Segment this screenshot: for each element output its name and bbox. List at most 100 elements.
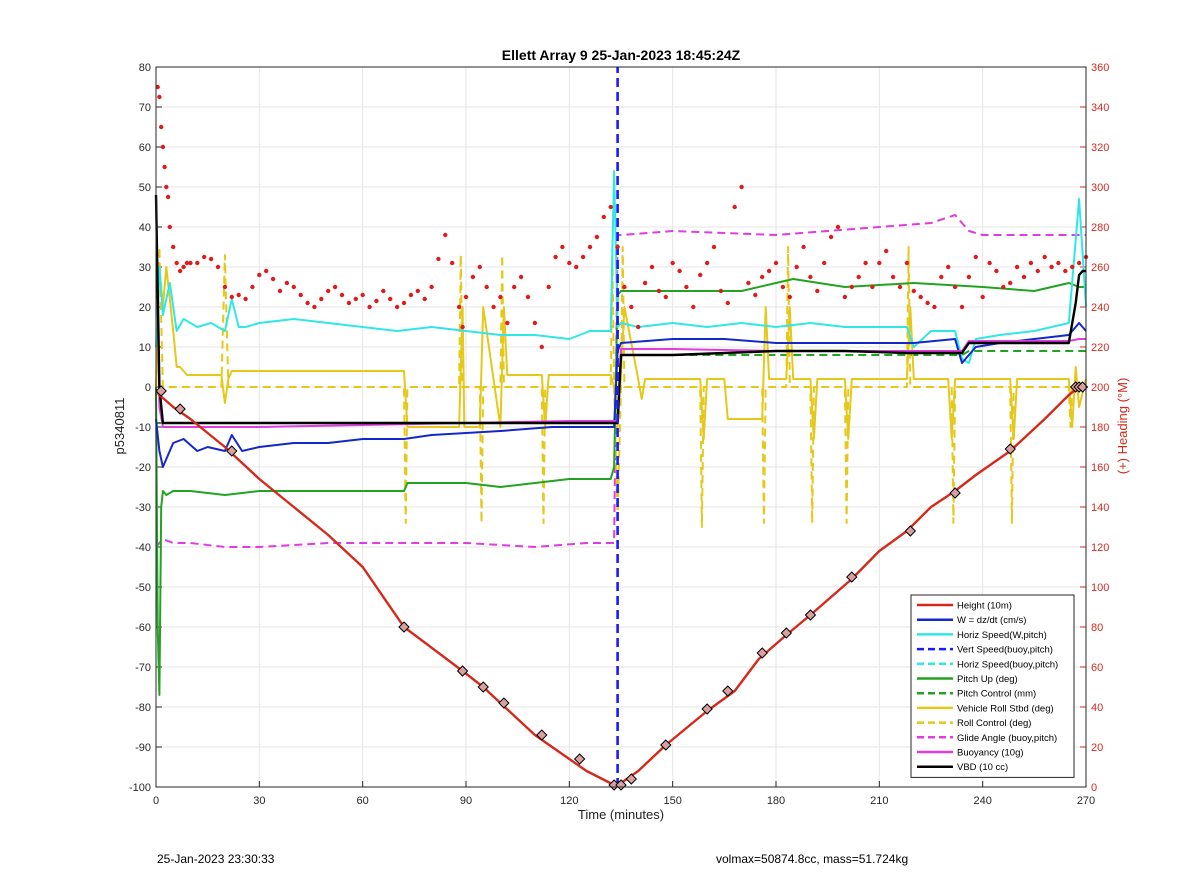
y-tick-label: -100 bbox=[129, 782, 151, 794]
heading-point bbox=[732, 204, 737, 210]
heading-point bbox=[746, 280, 751, 286]
legend-label: Roll Control (deg) bbox=[957, 718, 1031, 729]
heading-point bbox=[498, 294, 503, 300]
dive-marker bbox=[456, 665, 469, 677]
heading-point bbox=[787, 294, 792, 300]
heading-point bbox=[636, 324, 641, 330]
y-tick-label: 80 bbox=[139, 62, 151, 74]
heading-point bbox=[512, 284, 517, 290]
heading-point bbox=[332, 284, 338, 290]
x-tick-label: 0 bbox=[153, 795, 159, 807]
legend-label: Height (10m) bbox=[957, 601, 1012, 612]
heading-point bbox=[525, 294, 531, 300]
heading-point bbox=[890, 274, 896, 280]
legend-label: Glide Angle (buoy,pitch) bbox=[957, 733, 1057, 744]
heading-point bbox=[388, 296, 393, 302]
dive-marker bbox=[477, 681, 489, 693]
heading-point bbox=[346, 300, 352, 306]
x-tick-label: 240 bbox=[973, 795, 991, 807]
heading-point bbox=[615, 244, 620, 250]
heading-point bbox=[532, 320, 538, 326]
legend-label: Vert Speed(buoy,pitch) bbox=[957, 645, 1053, 656]
heading-point bbox=[1063, 268, 1068, 274]
y-tick-label: 70 bbox=[139, 102, 151, 114]
heading-point bbox=[780, 284, 786, 290]
x-tick-label: 30 bbox=[253, 795, 265, 807]
heading-point bbox=[760, 274, 765, 280]
footer-params: volmax=50874.8cc, mass=51.724kg bbox=[716, 852, 909, 866]
heading-point bbox=[195, 260, 200, 266]
heading-point bbox=[456, 304, 462, 310]
legend-box bbox=[910, 594, 1075, 778]
heading-point bbox=[1028, 260, 1034, 266]
heading-point bbox=[165, 194, 171, 200]
y-tick-label: -40 bbox=[135, 542, 151, 554]
heading-point bbox=[966, 274, 972, 280]
dive-marker bbox=[226, 445, 238, 457]
heading-point bbox=[415, 288, 420, 294]
heading-point bbox=[959, 304, 965, 310]
heading-point bbox=[704, 260, 710, 266]
heading-point bbox=[367, 304, 372, 310]
heading-point bbox=[477, 264, 482, 270]
x-axis-ticks: 0 30 60 90 120 150 180 210 240 270 bbox=[153, 781, 1095, 807]
heading-point bbox=[236, 292, 241, 298]
heading-point bbox=[642, 280, 648, 286]
legend-label: Pitch Up (deg) bbox=[957, 674, 1018, 685]
heading-point bbox=[766, 268, 772, 274]
dive-marker bbox=[804, 609, 817, 621]
heading-point bbox=[360, 292, 365, 298]
heading-point bbox=[162, 164, 167, 170]
heading-point bbox=[580, 254, 586, 260]
heading-point bbox=[518, 274, 524, 280]
heading-point bbox=[677, 268, 682, 274]
heading-point bbox=[157, 94, 162, 100]
heading-point bbox=[470, 274, 476, 280]
heading-point bbox=[270, 276, 276, 282]
dive-marker bbox=[660, 739, 672, 751]
heading-point bbox=[277, 288, 283, 294]
heading-point bbox=[181, 264, 186, 270]
heading-point bbox=[649, 264, 655, 270]
heading-point bbox=[505, 320, 510, 326]
heading-point bbox=[670, 260, 675, 266]
heading-point bbox=[312, 304, 317, 310]
dive-marker bbox=[846, 571, 858, 583]
heading-point bbox=[160, 144, 166, 150]
y2-tick-label: 300 bbox=[1091, 182, 1109, 194]
heading-point bbox=[202, 254, 207, 260]
heading-point bbox=[284, 280, 290, 286]
x-tick-label: 120 bbox=[560, 795, 578, 807]
heading-point bbox=[164, 184, 169, 190]
y-tick-label: -80 bbox=[135, 702, 151, 714]
heading-point bbox=[711, 244, 717, 250]
series-line-roll-ctrl bbox=[155, 246, 1086, 528]
heading-point bbox=[381, 288, 386, 294]
heading-point bbox=[450, 260, 455, 266]
legend-label: W = dz/dt (cm/s) bbox=[957, 615, 1026, 626]
heading-point bbox=[952, 284, 958, 290]
heading-point bbox=[684, 284, 689, 290]
heading-point bbox=[884, 248, 889, 254]
y2-tick-label: 260 bbox=[1091, 262, 1109, 274]
heading-point bbox=[401, 300, 407, 306]
heading-point bbox=[546, 284, 551, 290]
y2-tick-label: 160 bbox=[1091, 462, 1109, 474]
heading-point bbox=[1014, 264, 1020, 270]
heading-point bbox=[422, 296, 427, 302]
heading-point bbox=[394, 304, 400, 310]
heading-point bbox=[973, 254, 978, 260]
heading-point bbox=[567, 260, 572, 266]
heading-point bbox=[560, 244, 565, 250]
heading-point bbox=[835, 224, 841, 230]
x-tick-label: 60 bbox=[357, 795, 369, 807]
heading-point bbox=[663, 294, 668, 300]
heading-point bbox=[1035, 268, 1041, 274]
heading-point bbox=[374, 298, 379, 304]
heading-point bbox=[167, 224, 172, 230]
heading-point bbox=[250, 284, 255, 290]
y2-axis-ticks: 0 20 40 60 80 100 120 140 160 180 200 220 240 260 280 3… bbox=[1080, 62, 1109, 794]
heading-point bbox=[460, 324, 465, 330]
heading-point bbox=[171, 244, 176, 250]
